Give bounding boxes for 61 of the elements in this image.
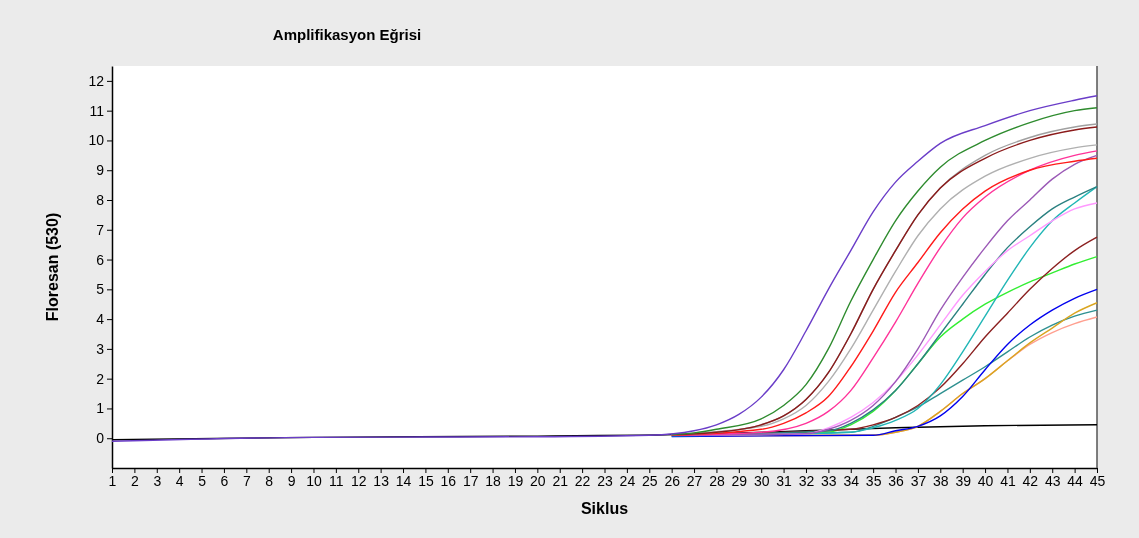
x-tick-label: 34 bbox=[843, 472, 860, 489]
x-tick-label: 6 bbox=[220, 472, 229, 489]
x-tick-label: 26 bbox=[664, 472, 681, 489]
x-tick-label: 29 bbox=[731, 472, 748, 489]
y-axis-title: Floresan (530) bbox=[44, 212, 61, 322]
x-tick-label: 13 bbox=[373, 472, 390, 489]
x-tick-label: 27 bbox=[686, 472, 703, 489]
x-tick-label: 16 bbox=[440, 472, 457, 489]
x-tick-label: 41 bbox=[1000, 472, 1016, 489]
y-tick-label: 2 bbox=[96, 370, 105, 387]
x-tick-label: 11 bbox=[329, 472, 344, 489]
y-tick-label: 3 bbox=[96, 340, 105, 357]
x-tick-label: 33 bbox=[821, 472, 837, 489]
x-tick-label: 23 bbox=[597, 472, 613, 489]
y-tick-label: 0 bbox=[96, 430, 105, 447]
y-tick-label: 1 bbox=[96, 400, 105, 417]
x-tick-label: 32 bbox=[798, 472, 815, 489]
x-tick-label: 36 bbox=[888, 472, 905, 489]
x-tick-label: 8 bbox=[265, 472, 274, 489]
x-tick-label: 20 bbox=[530, 472, 546, 489]
x-tick-label: 14 bbox=[395, 472, 412, 489]
x-tick-label: 43 bbox=[1044, 472, 1061, 489]
y-tick-label: 9 bbox=[96, 162, 105, 179]
x-tick-label: 21 bbox=[552, 472, 569, 489]
x-tick-label: 44 bbox=[1067, 472, 1084, 489]
y-tick-label: 8 bbox=[96, 191, 105, 208]
x-tick-label: 37 bbox=[910, 472, 927, 489]
x-tick-label: 28 bbox=[709, 472, 725, 489]
y-tick-label: 5 bbox=[96, 281, 105, 298]
x-tick-label: 38 bbox=[933, 472, 949, 489]
y-tick-label: 7 bbox=[96, 221, 105, 238]
x-tick-label: 18 bbox=[485, 472, 502, 489]
x-tick-label: 24 bbox=[619, 472, 636, 489]
x-tick-label: 22 bbox=[574, 472, 591, 489]
y-tick-label: 11 bbox=[89, 102, 105, 119]
x-tick-label: 42 bbox=[1022, 472, 1039, 489]
x-tick-label: 15 bbox=[418, 472, 434, 489]
y-tick-label: 12 bbox=[88, 72, 105, 89]
chart-title: Amplifikasyon Eğrisi bbox=[272, 26, 422, 43]
y-tick-label: 6 bbox=[96, 251, 105, 268]
x-tick-label: 5 bbox=[198, 472, 207, 489]
x-tick-label: 40 bbox=[977, 472, 994, 489]
x-tick-label: 19 bbox=[507, 472, 524, 489]
x-tick-label: 35 bbox=[865, 472, 882, 489]
x-tick-label: 17 bbox=[462, 472, 479, 489]
x-tick-label: 45 bbox=[1089, 472, 1106, 489]
x-tick-label: 10 bbox=[306, 472, 322, 489]
x-tick-label: 39 bbox=[955, 472, 972, 489]
x-tick-label: 12 bbox=[350, 472, 367, 489]
x-tick-label: 25 bbox=[641, 472, 658, 489]
y-tick-label: 10 bbox=[88, 132, 105, 149]
x-tick-label: 4 bbox=[175, 472, 184, 489]
x-tick-label: 7 bbox=[242, 472, 251, 489]
x-tick-label: 31 bbox=[776, 472, 793, 489]
x-axis-title: Siklus bbox=[580, 500, 629, 517]
x-tick-label: 2 bbox=[130, 472, 139, 489]
y-tick-label: 4 bbox=[96, 311, 105, 328]
x-tick-label: 1 bbox=[108, 472, 117, 489]
x-tick-label: 30 bbox=[753, 472, 770, 489]
x-tick-label: 3 bbox=[153, 472, 162, 489]
x-tick-label: 9 bbox=[287, 472, 296, 489]
